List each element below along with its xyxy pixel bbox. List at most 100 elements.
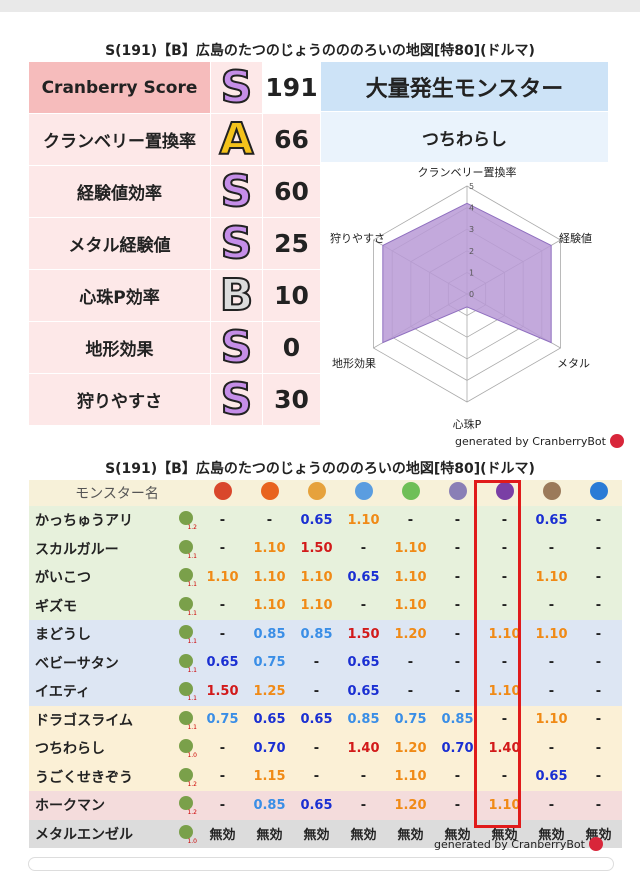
monster-level: 1.1 bbox=[187, 609, 197, 617]
resistance-cell: 1.15 bbox=[253, 769, 286, 785]
resistance-cell: 1.10 bbox=[253, 569, 286, 585]
monster-name-text: ギズモ bbox=[35, 598, 77, 615]
generated-by-text: generated by CranberryBot bbox=[434, 837, 585, 851]
grade-letter: S bbox=[220, 61, 254, 113]
generated-by-credit-1: generated by CranberryBot bbox=[455, 434, 624, 448]
monster-name: がいこつ 1.1 bbox=[29, 563, 199, 592]
resistance-cell: 0.75 bbox=[206, 712, 239, 728]
resistance-cell: - bbox=[595, 683, 602, 699]
monster-name-text: がいこつ bbox=[35, 570, 91, 587]
resistance-cell: 0.85 bbox=[347, 712, 380, 728]
monster-name: まどうし 1.1 bbox=[29, 620, 199, 649]
monster-name: ドラゴスライム 1.1 bbox=[29, 706, 199, 735]
resistance-cell: 1.10 bbox=[394, 598, 427, 614]
resistance-cell: 0.85 bbox=[253, 626, 286, 642]
monster-level: 1.0 bbox=[187, 752, 197, 759]
monster-row: メタルエンゼル 1.0 無効 無効 無効 無効 無効 無効 無効 無効 無効 bbox=[29, 819, 622, 848]
resistance-cell: 0.65 bbox=[535, 512, 568, 528]
resistance-cell: 0.65 bbox=[535, 769, 568, 785]
grade-letter: S bbox=[220, 373, 254, 425]
resistance-cell: 1.10 bbox=[300, 598, 333, 614]
score-label: 狩りやすさ bbox=[29, 374, 210, 425]
radar-tick-label: 1 bbox=[469, 268, 474, 277]
radar-axis-label: 地形効果 bbox=[332, 356, 376, 370]
resistance-cell: 1.10 bbox=[535, 569, 568, 585]
resistance-cell: 1.10 bbox=[488, 683, 521, 699]
element-header bbox=[340, 480, 387, 506]
monster-row: つちわらし 1.0 - 0.70 - 1.40 1.20 0.70 1.40 - - bbox=[29, 734, 622, 763]
resistance-cell: 0.65 bbox=[347, 655, 380, 671]
element-header bbox=[481, 480, 528, 506]
water-element-icon bbox=[589, 482, 608, 500]
resistance-cell: 1.10 bbox=[535, 712, 568, 728]
grade-badge: S bbox=[211, 374, 262, 425]
resistance-cell: - bbox=[595, 598, 602, 614]
resistance-cell: - bbox=[501, 655, 508, 671]
resistance-cell: 0.85 bbox=[441, 712, 474, 728]
cranberry-bot-icon bbox=[609, 434, 624, 448]
resistance-cell: - bbox=[219, 512, 226, 528]
monster-icon bbox=[179, 824, 193, 839]
generated-by-credit-2: generated by CranberryBot bbox=[434, 837, 603, 851]
resistance-cell: 1.10 bbox=[300, 569, 333, 585]
resistance-cell: - bbox=[360, 541, 367, 557]
resistance-cell: - bbox=[454, 683, 461, 699]
monster-icon bbox=[179, 539, 193, 554]
monster-icon bbox=[179, 596, 193, 611]
monster-row: がいこつ 1.1 1.10 1.10 1.10 0.65 1.10 - - 1.10 - bbox=[29, 563, 622, 592]
wind-element-icon bbox=[401, 482, 420, 500]
resistance-cell: - bbox=[219, 626, 226, 642]
monster-level: 1.1 bbox=[187, 723, 197, 731]
resistance-cell: - bbox=[595, 740, 602, 756]
monster-name-text: つちわらし bbox=[35, 741, 105, 758]
radar-axis-label: クランベリー置換率 bbox=[418, 165, 517, 179]
resistance-cell: 0.65 bbox=[300, 712, 333, 728]
resistance-cell: - bbox=[454, 797, 461, 813]
resistance-cell: 1.20 bbox=[394, 626, 427, 642]
element-header bbox=[293, 480, 340, 506]
radar-tick-label: 3 bbox=[469, 225, 474, 234]
earth-element-icon bbox=[542, 482, 561, 500]
radar-tick-label: 2 bbox=[469, 247, 474, 256]
grade-letter: A bbox=[218, 113, 254, 165]
score-row: メタル経験値 S 25 bbox=[29, 218, 320, 270]
monster-name-text: ドラゴスライム bbox=[35, 712, 133, 729]
resistance-cell: - bbox=[219, 797, 226, 813]
radar-tick-label: 5 bbox=[469, 182, 474, 191]
resistance-cell: - bbox=[454, 769, 461, 785]
resistance-cell: - bbox=[501, 598, 508, 614]
score-value: 10 bbox=[263, 270, 320, 321]
monster-name-text: ベビーサタン bbox=[35, 655, 119, 672]
resistance-cell: 0.65 bbox=[206, 655, 239, 671]
monster-name: ベビーサタン 1.1 bbox=[29, 649, 199, 678]
monster-row: スカルガルー 1.1 - 1.10 1.50 - 1.10 - - - - bbox=[29, 534, 622, 563]
element-header bbox=[434, 480, 481, 506]
resistance-cell: 0.85 bbox=[300, 626, 333, 642]
monster-level: 1.1 bbox=[187, 581, 197, 588]
monster-name: かっちゅうアリ 1.2 bbox=[29, 506, 199, 535]
element-header bbox=[199, 480, 246, 506]
monster-name-text: メタルエンゼル bbox=[35, 826, 133, 843]
grade-letter: B bbox=[219, 269, 255, 321]
resistance-cell: 0.65 bbox=[300, 512, 333, 528]
resistance-cell: - bbox=[219, 769, 226, 785]
explosion-element-icon bbox=[307, 482, 326, 500]
monster-level: 1.1 bbox=[187, 695, 197, 702]
score-label: 地形効果 bbox=[29, 322, 210, 373]
resistance-cell: - bbox=[548, 797, 555, 813]
monster-level: 1.1 bbox=[187, 638, 197, 645]
resistance-cell: 1.10 bbox=[394, 541, 427, 557]
resistance-cell: - bbox=[595, 626, 602, 642]
monster-row: ドラゴスライム 1.1 0.75 0.65 0.65 0.85 0.75 0.85 - 1.10 - bbox=[29, 705, 622, 735]
score-row: 経験値効率 S 60 bbox=[29, 166, 320, 218]
monster-icon bbox=[179, 682, 193, 696]
resistance-cell: 1.10 bbox=[253, 541, 286, 557]
resistance-cell: - bbox=[454, 626, 461, 642]
score-row: 地形効果 S 0 bbox=[29, 322, 320, 374]
resistance-cell: - bbox=[360, 598, 367, 614]
resistance-cell: - bbox=[407, 512, 414, 528]
resistance-cell: - bbox=[454, 598, 461, 614]
resistance-cell: - bbox=[595, 655, 602, 671]
bottom-input-edge bbox=[28, 857, 614, 871]
resistance-cell: - bbox=[313, 655, 320, 671]
